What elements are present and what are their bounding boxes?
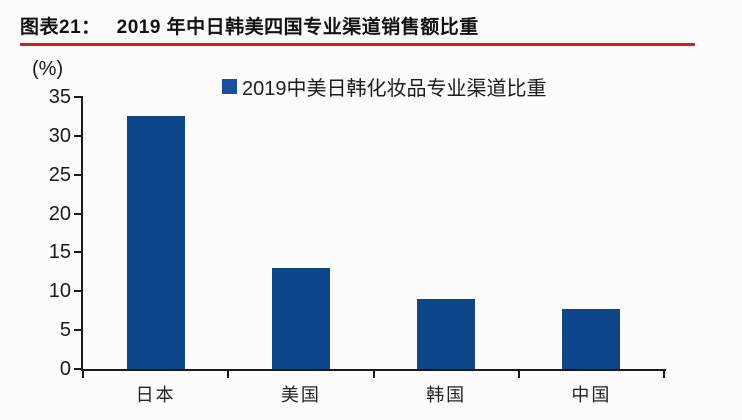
y-axis-unit-label: (%) — [32, 58, 64, 80]
legend-swatch-icon — [222, 78, 237, 94]
x-axis-tick — [372, 369, 375, 378]
bar-韩国 — [417, 299, 476, 369]
y-axis-label: 35 — [48, 86, 71, 108]
y-axis-tick — [74, 173, 83, 176]
bar-日本 — [126, 116, 185, 369]
y-axis-label: 10 — [48, 280, 71, 303]
y-axis-label: 30 — [48, 124, 71, 147]
x-axis-tick — [82, 369, 84, 378]
x-axis-label: 中国 — [571, 385, 612, 405]
y-axis-label: 15 — [48, 241, 71, 264]
x-axis-label: 美国 — [280, 385, 321, 405]
y-axis-tick — [74, 329, 83, 332]
y-axis-label: 25 — [48, 163, 71, 186]
y-axis-tick — [74, 251, 83, 254]
y-axis-line — [81, 96, 83, 371]
y-axis-tick — [74, 368, 83, 370]
bar-中国 — [562, 309, 621, 369]
chart-legend: 2019中美日韩化妆品专业渠道比重 — [222, 74, 547, 100]
figure-title: 2019 年中日韩美四国专业渠道销售额比重 — [116, 17, 479, 38]
y-axis-tick — [74, 290, 83, 293]
y-axis-label: 20 — [48, 202, 71, 225]
title-underline — [20, 43, 695, 46]
y-axis-label: 0 — [59, 358, 71, 380]
x-axis-tick — [227, 369, 230, 378]
x-axis-label: 韩国 — [426, 385, 467, 405]
figure-header: 图表21： 2019 年中日韩美四国专业渠道销售额比重 — [20, 12, 720, 39]
y-axis-tick — [74, 212, 83, 215]
bar-美国 — [271, 267, 330, 369]
x-axis-label: 日本 — [135, 385, 176, 405]
y-axis-tick — [74, 134, 83, 137]
figure-label: 图表21： — [20, 17, 101, 38]
x-axis-tick — [517, 369, 520, 378]
y-axis-tick — [74, 96, 83, 98]
y-axis-label: 5 — [59, 319, 71, 342]
x-axis-tick — [663, 369, 665, 378]
legend-label: 2019中美日韩化妆品专业渠道比重 — [242, 77, 547, 100]
